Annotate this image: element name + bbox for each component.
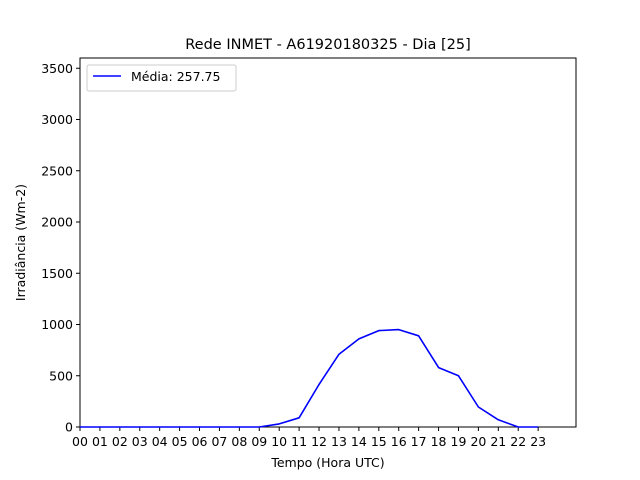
x-tick-label: 21 xyxy=(490,434,506,449)
x-tick-label: 17 xyxy=(411,434,427,449)
x-tick-label: 00 xyxy=(72,434,88,449)
chart-title: Rede INMET - A61920180325 - Dia [25] xyxy=(185,37,470,53)
x-tick-label: 11 xyxy=(291,434,307,449)
legend-label: Média: 257.75 xyxy=(131,69,220,84)
y-tick-label: 3000 xyxy=(41,112,73,127)
x-tick-label: 07 xyxy=(211,434,227,449)
x-tick-label: 04 xyxy=(152,434,168,449)
x-tick-label: 09 xyxy=(251,434,267,449)
legend: Média: 257.75 xyxy=(86,64,237,92)
x-tick-label: 20 xyxy=(470,434,486,449)
x-tick-label: 05 xyxy=(172,434,188,449)
y-tick-label: 500 xyxy=(49,368,73,383)
x-tick-label: 06 xyxy=(192,434,208,449)
x-tick-label: 16 xyxy=(391,434,407,449)
legend-box xyxy=(86,64,237,92)
x-tick-label: 22 xyxy=(510,434,526,449)
series-line xyxy=(80,328,539,428)
x-tick-label: 08 xyxy=(231,434,247,449)
x-tick-label: 10 xyxy=(271,434,287,449)
y-tick-label: 1000 xyxy=(41,317,73,332)
x-tick-label: 14 xyxy=(351,434,367,449)
y-tick-label: 1500 xyxy=(41,266,73,281)
y-tick-label: 2500 xyxy=(41,163,73,178)
x-tick-label: 19 xyxy=(451,434,467,449)
x-tick-label: 01 xyxy=(92,434,108,449)
x-tick-label: 23 xyxy=(530,434,546,449)
x-tick-label: 02 xyxy=(112,434,128,449)
x-tick-label: 12 xyxy=(311,434,327,449)
series-layer xyxy=(80,328,539,428)
x-tick-label: 18 xyxy=(431,434,447,449)
x-tick-label: 13 xyxy=(331,434,347,449)
x-axis: 00 01 02 03 04 05 06 07 08 09 10 11 12 13 14 15 16 17 18 19… xyxy=(72,427,546,449)
y-axis: 0 500 1000 1500 2000 2500 3000 3500 xyxy=(41,61,80,435)
x-tick-label: 03 xyxy=(132,434,148,449)
y-tick-label: 2000 xyxy=(41,215,73,230)
y-axis-label: Irradiância (Wm-2) xyxy=(13,184,28,301)
plot-area-frame xyxy=(79,57,577,428)
y-tick-label: 0 xyxy=(65,420,73,435)
x-tick-label: 15 xyxy=(371,434,387,449)
x-axis-label: Tempo (Hora UTC) xyxy=(270,455,384,470)
y-tick-label: 3500 xyxy=(41,61,73,76)
